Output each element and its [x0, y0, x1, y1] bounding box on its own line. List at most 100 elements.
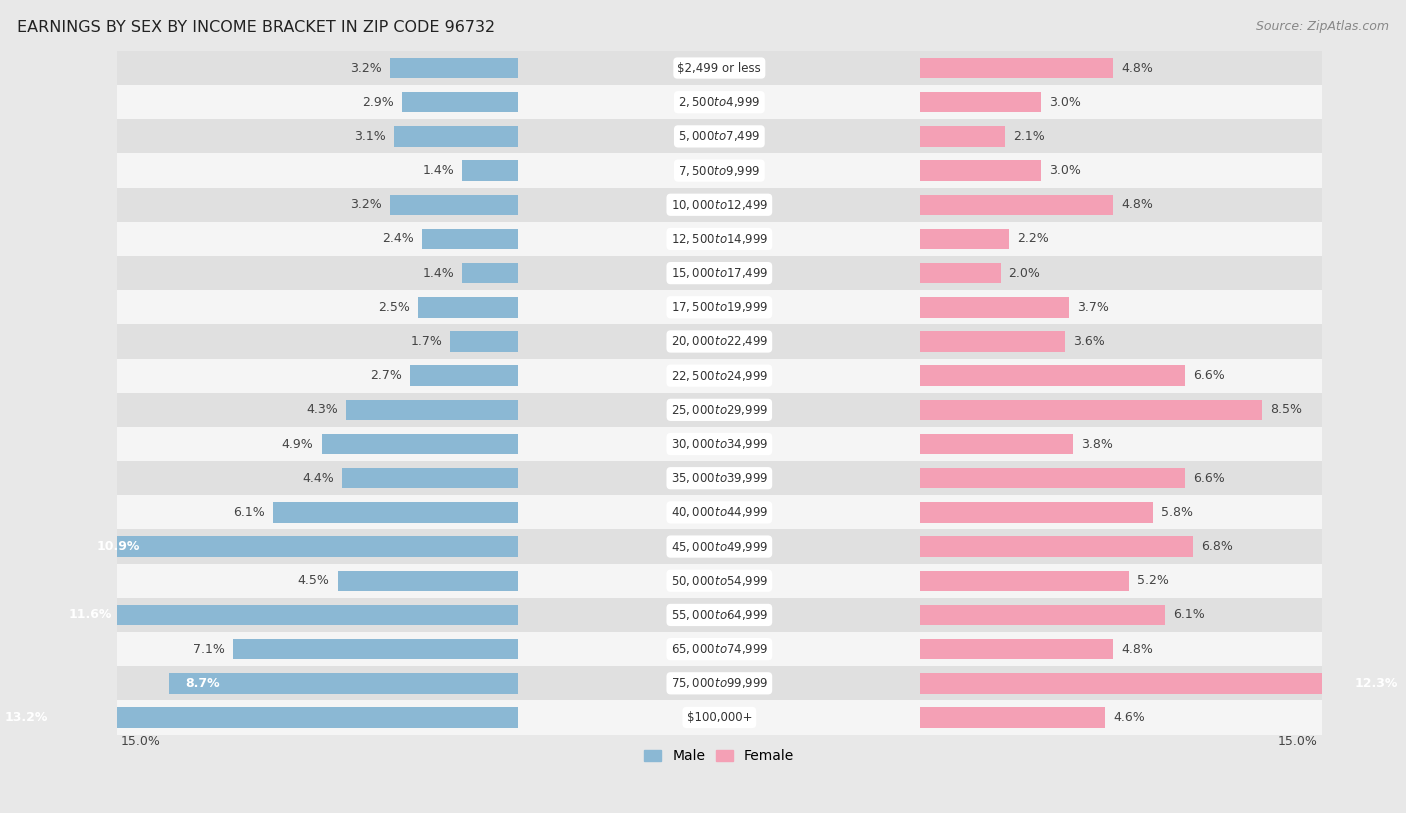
Text: 12.3%: 12.3% — [1355, 676, 1399, 689]
Text: 2.5%: 2.5% — [378, 301, 411, 314]
Bar — [76, 324, 1362, 359]
Bar — [76, 222, 1362, 256]
Bar — [920, 194, 1114, 215]
Bar — [389, 58, 519, 78]
Bar — [920, 92, 1040, 112]
Text: 5.8%: 5.8% — [1161, 506, 1194, 519]
Bar — [920, 707, 1105, 728]
Text: $12,500 to $14,999: $12,500 to $14,999 — [671, 232, 768, 246]
Bar — [463, 263, 519, 284]
Text: 3.0%: 3.0% — [1049, 96, 1081, 109]
Bar — [920, 58, 1114, 78]
Bar — [76, 495, 1362, 529]
Text: 4.3%: 4.3% — [307, 403, 337, 416]
Text: $2,500 to $4,999: $2,500 to $4,999 — [678, 95, 761, 109]
Bar — [76, 666, 1362, 700]
Legend: Male, Female: Male, Female — [638, 744, 800, 769]
Bar — [52, 605, 519, 625]
Bar — [76, 427, 1362, 461]
Text: 6.6%: 6.6% — [1194, 472, 1225, 485]
Text: 15.0%: 15.0% — [1278, 735, 1317, 748]
Bar — [76, 120, 1362, 154]
Bar — [450, 331, 519, 352]
Text: 6.1%: 6.1% — [233, 506, 266, 519]
Text: 6.1%: 6.1% — [1174, 608, 1205, 621]
Text: 13.2%: 13.2% — [4, 711, 48, 724]
Bar — [422, 228, 519, 250]
Text: $35,000 to $39,999: $35,000 to $39,999 — [671, 472, 768, 485]
Text: 3.2%: 3.2% — [350, 62, 382, 75]
Text: 3.8%: 3.8% — [1081, 437, 1112, 450]
Text: 2.2%: 2.2% — [1017, 233, 1049, 246]
Text: 3.1%: 3.1% — [354, 130, 385, 143]
Text: $100,000+: $100,000+ — [686, 711, 752, 724]
Text: 7.1%: 7.1% — [193, 642, 225, 655]
Text: 4.8%: 4.8% — [1121, 198, 1153, 211]
Text: $55,000 to $64,999: $55,000 to $64,999 — [671, 608, 768, 622]
Bar — [76, 290, 1362, 324]
Text: 8.7%: 8.7% — [186, 676, 219, 689]
Bar — [920, 160, 1040, 180]
Bar — [76, 154, 1362, 188]
Bar — [76, 188, 1362, 222]
Text: $45,000 to $49,999: $45,000 to $49,999 — [671, 540, 768, 554]
Text: 5.2%: 5.2% — [1137, 574, 1168, 587]
Text: 4.9%: 4.9% — [281, 437, 314, 450]
Text: 3.6%: 3.6% — [1073, 335, 1105, 348]
Text: Source: ZipAtlas.com: Source: ZipAtlas.com — [1256, 20, 1389, 33]
Bar — [920, 400, 1261, 420]
Bar — [920, 126, 1005, 146]
Text: $75,000 to $99,999: $75,000 to $99,999 — [671, 676, 768, 690]
Text: $7,500 to $9,999: $7,500 to $9,999 — [678, 163, 761, 177]
Text: 4.8%: 4.8% — [1121, 62, 1153, 75]
Bar — [920, 673, 1406, 693]
Text: 3.2%: 3.2% — [350, 198, 382, 211]
Text: $65,000 to $74,999: $65,000 to $74,999 — [671, 642, 768, 656]
Text: 1.4%: 1.4% — [422, 267, 454, 280]
Bar — [337, 571, 519, 591]
Text: 11.6%: 11.6% — [69, 608, 112, 621]
Bar — [76, 563, 1362, 598]
Bar — [920, 331, 1064, 352]
Bar — [76, 359, 1362, 393]
Text: $2,499 or less: $2,499 or less — [678, 62, 761, 75]
Bar — [0, 707, 519, 728]
Text: 2.7%: 2.7% — [370, 369, 402, 382]
Text: 4.4%: 4.4% — [302, 472, 333, 485]
Text: 2.1%: 2.1% — [1012, 130, 1045, 143]
Bar — [76, 256, 1362, 290]
Bar — [402, 92, 519, 112]
Bar — [920, 639, 1114, 659]
Bar — [322, 434, 519, 454]
Bar — [76, 85, 1362, 120]
Text: 3.0%: 3.0% — [1049, 164, 1081, 177]
Text: 4.5%: 4.5% — [298, 574, 329, 587]
Text: 6.6%: 6.6% — [1194, 369, 1225, 382]
Text: $40,000 to $44,999: $40,000 to $44,999 — [671, 506, 768, 520]
Text: $25,000 to $29,999: $25,000 to $29,999 — [671, 403, 768, 417]
Bar — [169, 673, 519, 693]
Text: 4.6%: 4.6% — [1114, 711, 1144, 724]
Text: 2.4%: 2.4% — [382, 233, 413, 246]
Text: 10.9%: 10.9% — [97, 540, 141, 553]
Bar — [76, 598, 1362, 632]
Text: 8.5%: 8.5% — [1270, 403, 1302, 416]
Bar — [76, 393, 1362, 427]
Bar — [920, 228, 1008, 250]
Bar — [463, 160, 519, 180]
Text: 2.0%: 2.0% — [1008, 267, 1040, 280]
Bar — [920, 537, 1194, 557]
Text: EARNINGS BY SEX BY INCOME BRACKET IN ZIP CODE 96732: EARNINGS BY SEX BY INCOME BRACKET IN ZIP… — [17, 20, 495, 35]
Bar — [342, 468, 519, 489]
Bar — [920, 502, 1153, 523]
Bar — [80, 537, 519, 557]
Text: 3.7%: 3.7% — [1077, 301, 1109, 314]
Bar — [418, 297, 519, 318]
Text: $17,500 to $19,999: $17,500 to $19,999 — [671, 300, 768, 315]
Bar — [920, 605, 1166, 625]
Bar — [233, 639, 519, 659]
Text: $5,000 to $7,499: $5,000 to $7,499 — [678, 129, 761, 143]
Text: 4.8%: 4.8% — [1121, 642, 1153, 655]
Text: $10,000 to $12,499: $10,000 to $12,499 — [671, 198, 768, 211]
Bar — [411, 365, 519, 386]
